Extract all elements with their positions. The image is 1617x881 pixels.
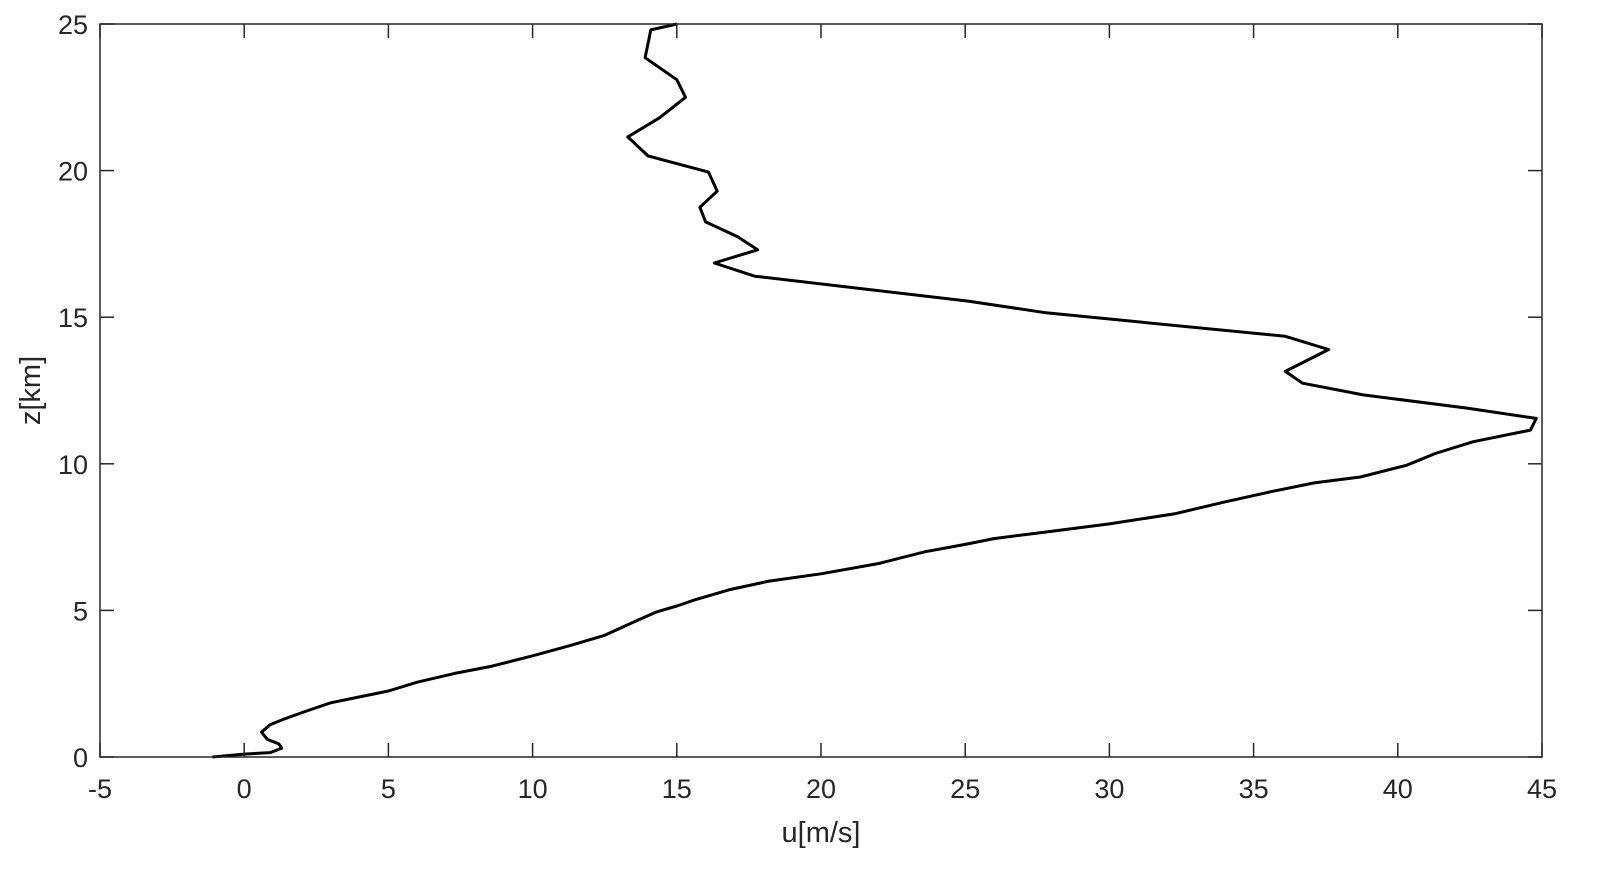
- series-line: [212, 22, 1538, 759]
- x-axis-label: u[m/s]: [782, 817, 861, 849]
- x-tick-label: 15: [662, 774, 692, 804]
- x-tick-label: 30: [1094, 774, 1124, 804]
- y-axis-label: z[km]: [15, 356, 47, 425]
- axis-ticks: [99, 23, 1543, 758]
- x-tick-label: 0: [237, 774, 252, 804]
- x-tick-label: 5: [381, 774, 396, 804]
- y-tick-label: 10: [58, 450, 88, 480]
- y-tick-label: 0: [73, 743, 88, 773]
- x-tick-label: -5: [88, 774, 112, 804]
- x-tick-label: 45: [1527, 774, 1557, 804]
- x-tick-label: 10: [518, 774, 548, 804]
- x-tick-label: 40: [1383, 774, 1413, 804]
- y-tick-label: 20: [58, 157, 88, 187]
- y-tick-label: 5: [73, 596, 88, 626]
- x-tick-label: 20: [806, 774, 836, 804]
- y-tick-label: 25: [58, 10, 88, 40]
- x-tick-label: 35: [1239, 774, 1269, 804]
- y-tick-label: 15: [58, 303, 88, 333]
- chart-marks: [212, 22, 1538, 759]
- x-tick-label: 25: [950, 774, 980, 804]
- plot-frame: [99, 23, 1543, 758]
